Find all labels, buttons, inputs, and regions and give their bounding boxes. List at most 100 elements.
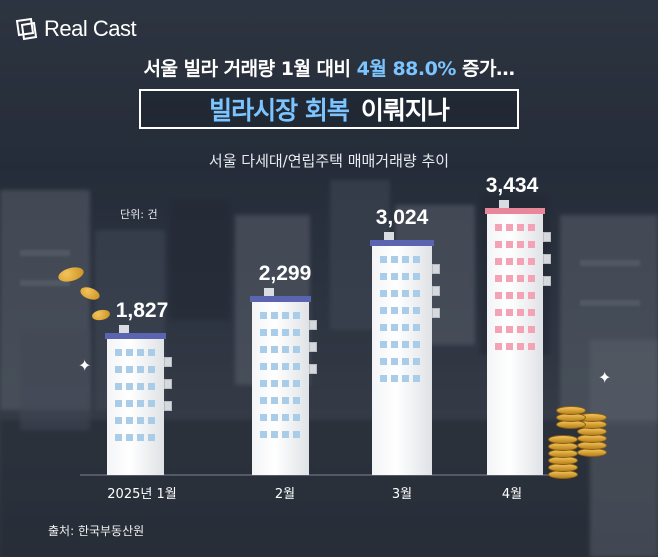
title-highlight: 빌라시장 회복 [209, 96, 350, 125]
logo-icon [15, 17, 38, 41]
window [506, 326, 513, 333]
window [413, 324, 420, 331]
window [402, 375, 409, 382]
window [391, 324, 398, 331]
headline-part1: 서울 빌라 거래량 1월 대비 [143, 58, 351, 80]
window [517, 326, 524, 333]
window [495, 224, 502, 231]
window [271, 414, 278, 421]
window [260, 431, 267, 438]
window [137, 434, 144, 441]
window [282, 414, 289, 421]
window [413, 341, 420, 348]
balcony [309, 364, 317, 374]
roof [105, 333, 166, 339]
window [506, 343, 513, 350]
headline: 서울 빌라 거래량 1월 대비 4월 88.0% 증가… [0, 54, 658, 81]
window [126, 383, 133, 390]
balcony [543, 232, 551, 242]
window [293, 312, 300, 319]
title-rest: 이뤄지나 [360, 96, 450, 125]
building-icon [107, 339, 164, 475]
window [495, 343, 502, 350]
window [391, 273, 398, 280]
window [148, 349, 155, 356]
window [517, 309, 524, 316]
window [282, 397, 289, 404]
window [293, 380, 300, 387]
balcony [309, 342, 317, 352]
window [495, 326, 502, 333]
window [413, 273, 420, 280]
window [528, 275, 535, 282]
data-label: 3,024 [375, 206, 429, 229]
window [506, 241, 513, 248]
window [126, 349, 133, 356]
window [282, 329, 289, 336]
window [517, 224, 524, 231]
window [148, 366, 155, 373]
brand-logo: Real Cast [14, 16, 137, 42]
window [402, 256, 409, 263]
window [380, 358, 387, 365]
window [413, 256, 420, 263]
window [126, 366, 133, 373]
window [413, 307, 420, 314]
window [282, 346, 289, 353]
window [528, 224, 535, 231]
window [380, 307, 387, 314]
headline-part2: 증가… [462, 58, 515, 80]
roof [370, 240, 434, 246]
window [528, 258, 535, 265]
window [282, 431, 289, 438]
window [137, 383, 144, 390]
window [115, 434, 122, 441]
chimney [499, 200, 509, 208]
window [380, 273, 387, 280]
bar [250, 288, 317, 475]
bg-window-row [20, 250, 70, 256]
window [517, 241, 524, 248]
balcony [432, 308, 440, 318]
window [380, 256, 387, 263]
unit-label: 단위: 건 [120, 208, 158, 221]
window [517, 275, 524, 282]
window [391, 358, 398, 365]
window [517, 292, 524, 299]
window [495, 309, 502, 316]
window [413, 290, 420, 297]
chimney [119, 325, 129, 333]
balcony [164, 357, 172, 367]
window [115, 349, 122, 356]
category-label: 3월 [391, 487, 413, 502]
window [380, 324, 387, 331]
data-label: 1,827 [115, 299, 169, 322]
window [126, 434, 133, 441]
window [282, 363, 289, 370]
window [402, 324, 409, 331]
chimney [264, 288, 274, 296]
window [495, 275, 502, 282]
window [402, 358, 409, 365]
window [528, 309, 535, 316]
window [137, 400, 144, 407]
sparkle-icon: ✦ [78, 356, 92, 375]
window [380, 375, 387, 382]
window [271, 346, 278, 353]
bar [105, 325, 172, 475]
window [293, 329, 300, 336]
balcony [543, 276, 551, 286]
window [391, 341, 398, 348]
window [148, 400, 155, 407]
coin-icon [556, 406, 586, 415]
window [391, 375, 398, 382]
window [148, 417, 155, 424]
window [293, 414, 300, 421]
window [271, 329, 278, 336]
bg-window-row [20, 280, 70, 286]
window [413, 358, 420, 365]
bg-building [170, 200, 230, 320]
window [271, 363, 278, 370]
window [495, 241, 502, 248]
